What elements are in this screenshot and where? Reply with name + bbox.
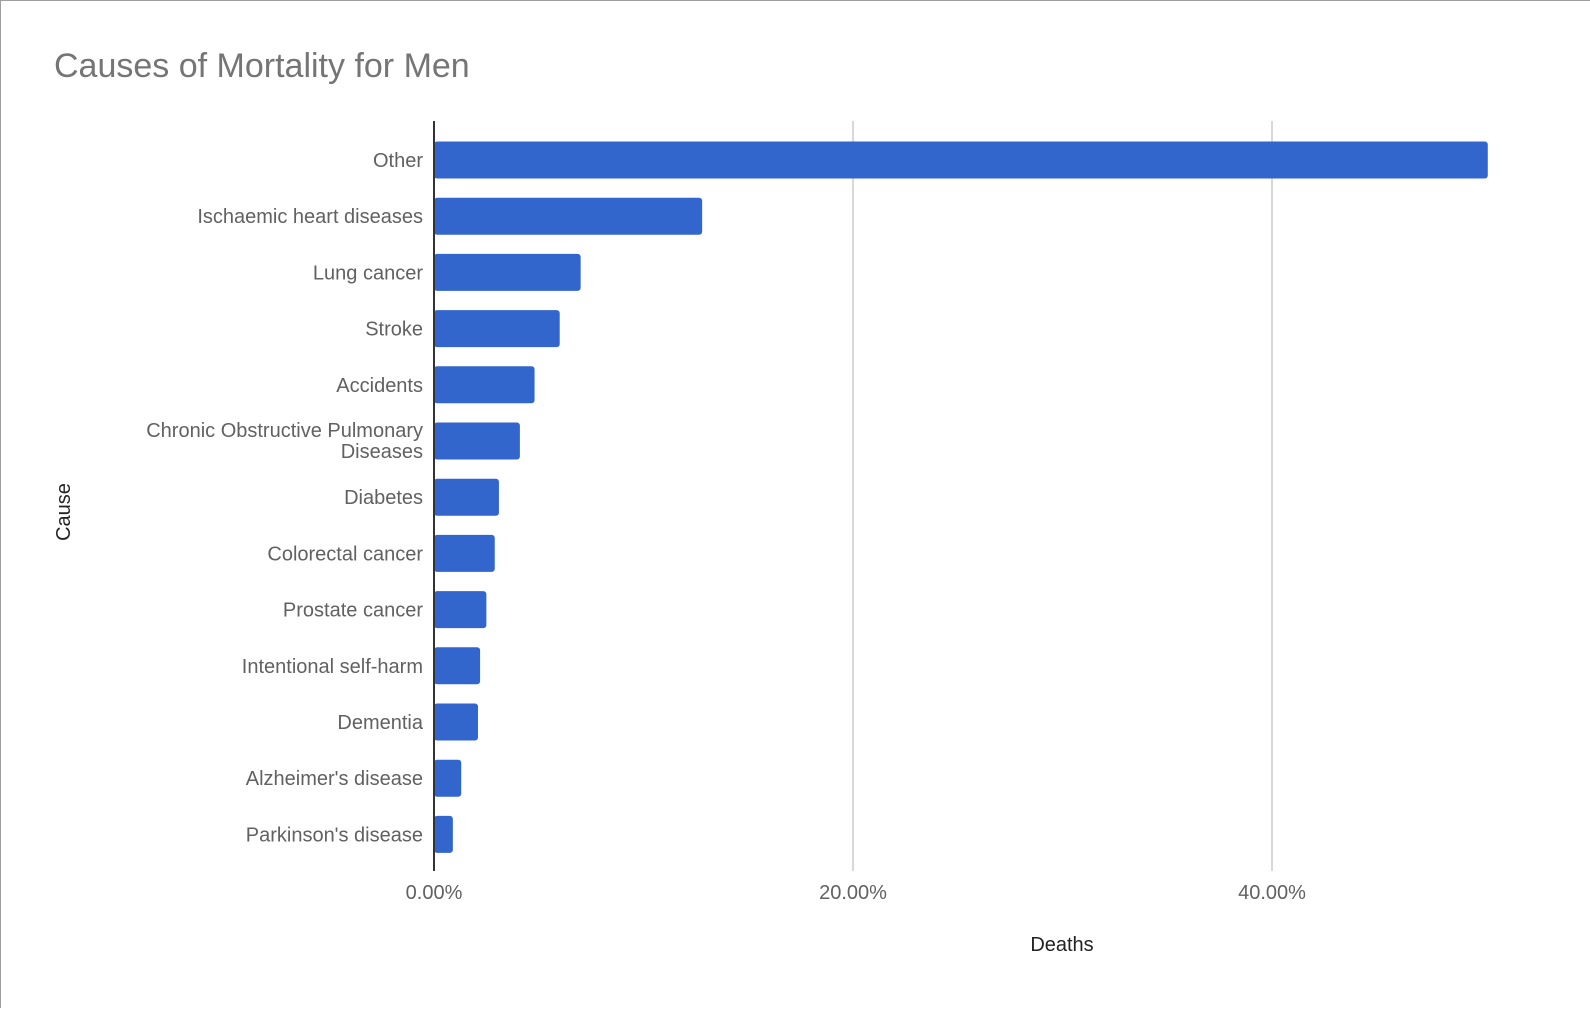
bar (434, 759, 462, 797)
category-label: Diabetes (344, 487, 423, 509)
x-tick-label: 0.00% (406, 882, 463, 904)
bar (434, 703, 478, 741)
category-label: Chronic Obstructive Pulmonary Diseases (146, 420, 423, 463)
x-tick-label: 40.00% (1238, 882, 1306, 904)
chart-title: Causes of Mortality for Men (54, 47, 470, 85)
x-tick-label: 20.00% (819, 882, 887, 904)
category-label: Other (373, 150, 423, 172)
y-axis-title: Cause (53, 483, 75, 541)
x-axis-title: Deaths (1030, 934, 1093, 956)
category-label: Ischaemic heart diseases (197, 206, 423, 228)
category-label: Colorectal cancer (267, 543, 423, 565)
bar (434, 647, 481, 685)
category-label: Accidents (336, 375, 423, 397)
bar (434, 366, 535, 404)
category-label: Stroke (365, 319, 423, 341)
category-label: Prostate cancer (283, 600, 423, 622)
category-label: Parkinson's disease (246, 824, 423, 846)
category-label: Dementia (337, 712, 423, 734)
bar (434, 591, 487, 629)
bar (434, 815, 453, 853)
bar (434, 478, 499, 516)
category-label: Lung cancer (313, 262, 423, 284)
bar (434, 534, 495, 572)
bar (434, 197, 703, 235)
bar (434, 422, 520, 460)
category-label: Intentional self-harm (242, 656, 423, 678)
bar (434, 253, 581, 291)
category-label: Alzheimer's disease (246, 768, 423, 790)
bar (434, 310, 560, 348)
bar (434, 141, 1488, 179)
